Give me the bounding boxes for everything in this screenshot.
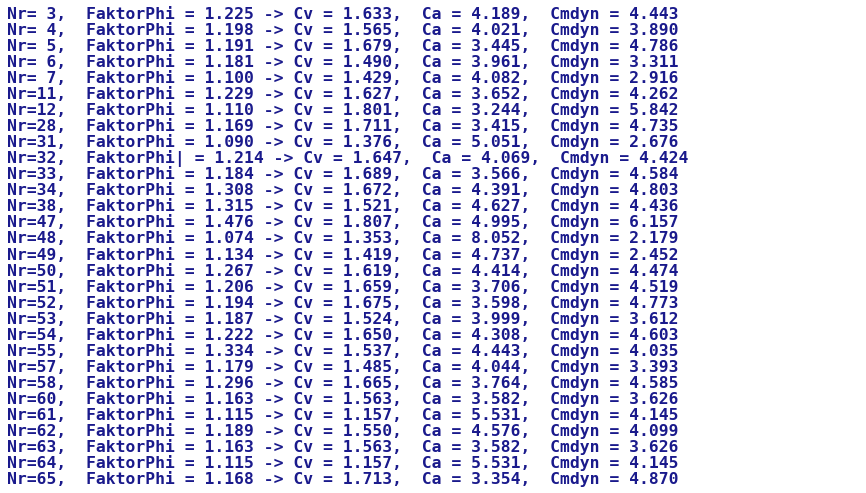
Text: Nr=33,  FaktorPhi = 1.184 -> Cv = 1.689,  Ca = 3.566,  Cmdyn = 4.584: Nr=33, FaktorPhi = 1.184 -> Cv = 1.689, …	[7, 166, 678, 182]
Text: Nr=31,  FaktorPhi = 1.090 -> Cv = 1.376,  Ca = 5.051,  Cmdyn = 2.676: Nr=31, FaktorPhi = 1.090 -> Cv = 1.376, …	[7, 134, 678, 150]
Text: Nr=57,  FaktorPhi = 1.179 -> Cv = 1.485,  Ca = 4.044,  Cmdyn = 3.393: Nr=57, FaktorPhi = 1.179 -> Cv = 1.485, …	[7, 359, 678, 375]
Text: Nr=49,  FaktorPhi = 1.134 -> Cv = 1.419,  Ca = 4.737,  Cmdyn = 2.452: Nr=49, FaktorPhi = 1.134 -> Cv = 1.419, …	[7, 246, 678, 262]
Text: Nr=64,  FaktorPhi = 1.115 -> Cv = 1.157,  Ca = 5.531,  Cmdyn = 4.145: Nr=64, FaktorPhi = 1.115 -> Cv = 1.157, …	[7, 455, 678, 471]
Text: Nr=12,  FaktorPhi = 1.110 -> Cv = 1.801,  Ca = 3.244,  Cmdyn = 5.842: Nr=12, FaktorPhi = 1.110 -> Cv = 1.801, …	[7, 102, 678, 118]
Text: Nr= 4,  FaktorPhi = 1.198 -> Cv = 1.565,  Ca = 4.021,  Cmdyn = 3.890: Nr= 4, FaktorPhi = 1.198 -> Cv = 1.565, …	[7, 22, 678, 38]
Text: Nr=38,  FaktorPhi = 1.315 -> Cv = 1.521,  Ca = 4.627,  Cmdyn = 4.436: Nr=38, FaktorPhi = 1.315 -> Cv = 1.521, …	[7, 198, 678, 214]
Text: Nr=47,  FaktorPhi = 1.476 -> Cv = 1.807,  Ca = 4.995,  Cmdyn = 6.157: Nr=47, FaktorPhi = 1.476 -> Cv = 1.807, …	[7, 214, 678, 230]
Text: Nr=32,  FaktorPhi| = 1.214 -> Cv = 1.647,  Ca = 4.069,  Cmdyn = 4.424: Nr=32, FaktorPhi| = 1.214 -> Cv = 1.647,…	[7, 150, 688, 167]
Text: Nr=55,  FaktorPhi = 1.334 -> Cv = 1.537,  Ca = 4.443,  Cmdyn = 4.035: Nr=55, FaktorPhi = 1.334 -> Cv = 1.537, …	[7, 343, 678, 359]
Text: Nr=54,  FaktorPhi = 1.222 -> Cv = 1.650,  Ca = 4.308,  Cmdyn = 4.603: Nr=54, FaktorPhi = 1.222 -> Cv = 1.650, …	[7, 327, 678, 343]
Text: Nr=52,  FaktorPhi = 1.194 -> Cv = 1.675,  Ca = 3.598,  Cmdyn = 4.773: Nr=52, FaktorPhi = 1.194 -> Cv = 1.675, …	[7, 295, 678, 311]
Text: Nr=60,  FaktorPhi = 1.163 -> Cv = 1.563,  Ca = 3.582,  Cmdyn = 3.626: Nr=60, FaktorPhi = 1.163 -> Cv = 1.563, …	[7, 391, 678, 407]
Text: Nr=28,  FaktorPhi = 1.169 -> Cv = 1.711,  Ca = 3.415,  Cmdyn = 4.735: Nr=28, FaktorPhi = 1.169 -> Cv = 1.711, …	[7, 118, 678, 134]
Text: Nr=58,  FaktorPhi = 1.296 -> Cv = 1.665,  Ca = 3.764,  Cmdyn = 4.585: Nr=58, FaktorPhi = 1.296 -> Cv = 1.665, …	[7, 375, 678, 391]
Text: Nr=50,  FaktorPhi = 1.267 -> Cv = 1.619,  Ca = 4.414,  Cmdyn = 4.474: Nr=50, FaktorPhi = 1.267 -> Cv = 1.619, …	[7, 263, 678, 279]
Text: Nr=62,  FaktorPhi = 1.189 -> Cv = 1.550,  Ca = 4.576,  Cmdyn = 4.099: Nr=62, FaktorPhi = 1.189 -> Cv = 1.550, …	[7, 423, 678, 439]
Text: Nr=48,  FaktorPhi = 1.074 -> Cv = 1.353,  Ca = 8.052,  Cmdyn = 2.179: Nr=48, FaktorPhi = 1.074 -> Cv = 1.353, …	[7, 230, 678, 246]
Text: Nr= 6,  FaktorPhi = 1.181 -> Cv = 1.490,  Ca = 3.961,  Cmdyn = 3.311: Nr= 6, FaktorPhi = 1.181 -> Cv = 1.490, …	[7, 54, 678, 70]
Text: Nr=51,  FaktorPhi = 1.206 -> Cv = 1.659,  Ca = 3.706,  Cmdyn = 4.519: Nr=51, FaktorPhi = 1.206 -> Cv = 1.659, …	[7, 279, 678, 294]
Text: Nr= 3,  FaktorPhi = 1.225 -> Cv = 1.633,  Ca = 4.189,  Cmdyn = 4.443: Nr= 3, FaktorPhi = 1.225 -> Cv = 1.633, …	[7, 6, 678, 22]
Text: Nr=53,  FaktorPhi = 1.187 -> Cv = 1.524,  Ca = 3.999,  Cmdyn = 3.612: Nr=53, FaktorPhi = 1.187 -> Cv = 1.524, …	[7, 311, 678, 327]
Text: Nr=65,  FaktorPhi = 1.168 -> Cv = 1.713,  Ca = 3.354,  Cmdyn = 4.870: Nr=65, FaktorPhi = 1.168 -> Cv = 1.713, …	[7, 471, 678, 487]
Text: Nr= 5,  FaktorPhi = 1.191 -> Cv = 1.679,  Ca = 3.445,  Cmdyn = 4.786: Nr= 5, FaktorPhi = 1.191 -> Cv = 1.679, …	[7, 38, 678, 54]
Text: Nr=63,  FaktorPhi = 1.163 -> Cv = 1.563,  Ca = 3.582,  Cmdyn = 3.626: Nr=63, FaktorPhi = 1.163 -> Cv = 1.563, …	[7, 439, 678, 455]
Text: Nr=61,  FaktorPhi = 1.115 -> Cv = 1.157,  Ca = 5.531,  Cmdyn = 4.145: Nr=61, FaktorPhi = 1.115 -> Cv = 1.157, …	[7, 407, 678, 423]
Text: Nr= 7,  FaktorPhi = 1.100 -> Cv = 1.429,  Ca = 4.082,  Cmdyn = 2.916: Nr= 7, FaktorPhi = 1.100 -> Cv = 1.429, …	[7, 70, 678, 86]
Text: Nr=11,  FaktorPhi = 1.229 -> Cv = 1.627,  Ca = 3.652,  Cmdyn = 4.262: Nr=11, FaktorPhi = 1.229 -> Cv = 1.627, …	[7, 86, 678, 102]
Text: Nr=34,  FaktorPhi = 1.308 -> Cv = 1.672,  Ca = 4.391,  Cmdyn = 4.803: Nr=34, FaktorPhi = 1.308 -> Cv = 1.672, …	[7, 182, 678, 198]
